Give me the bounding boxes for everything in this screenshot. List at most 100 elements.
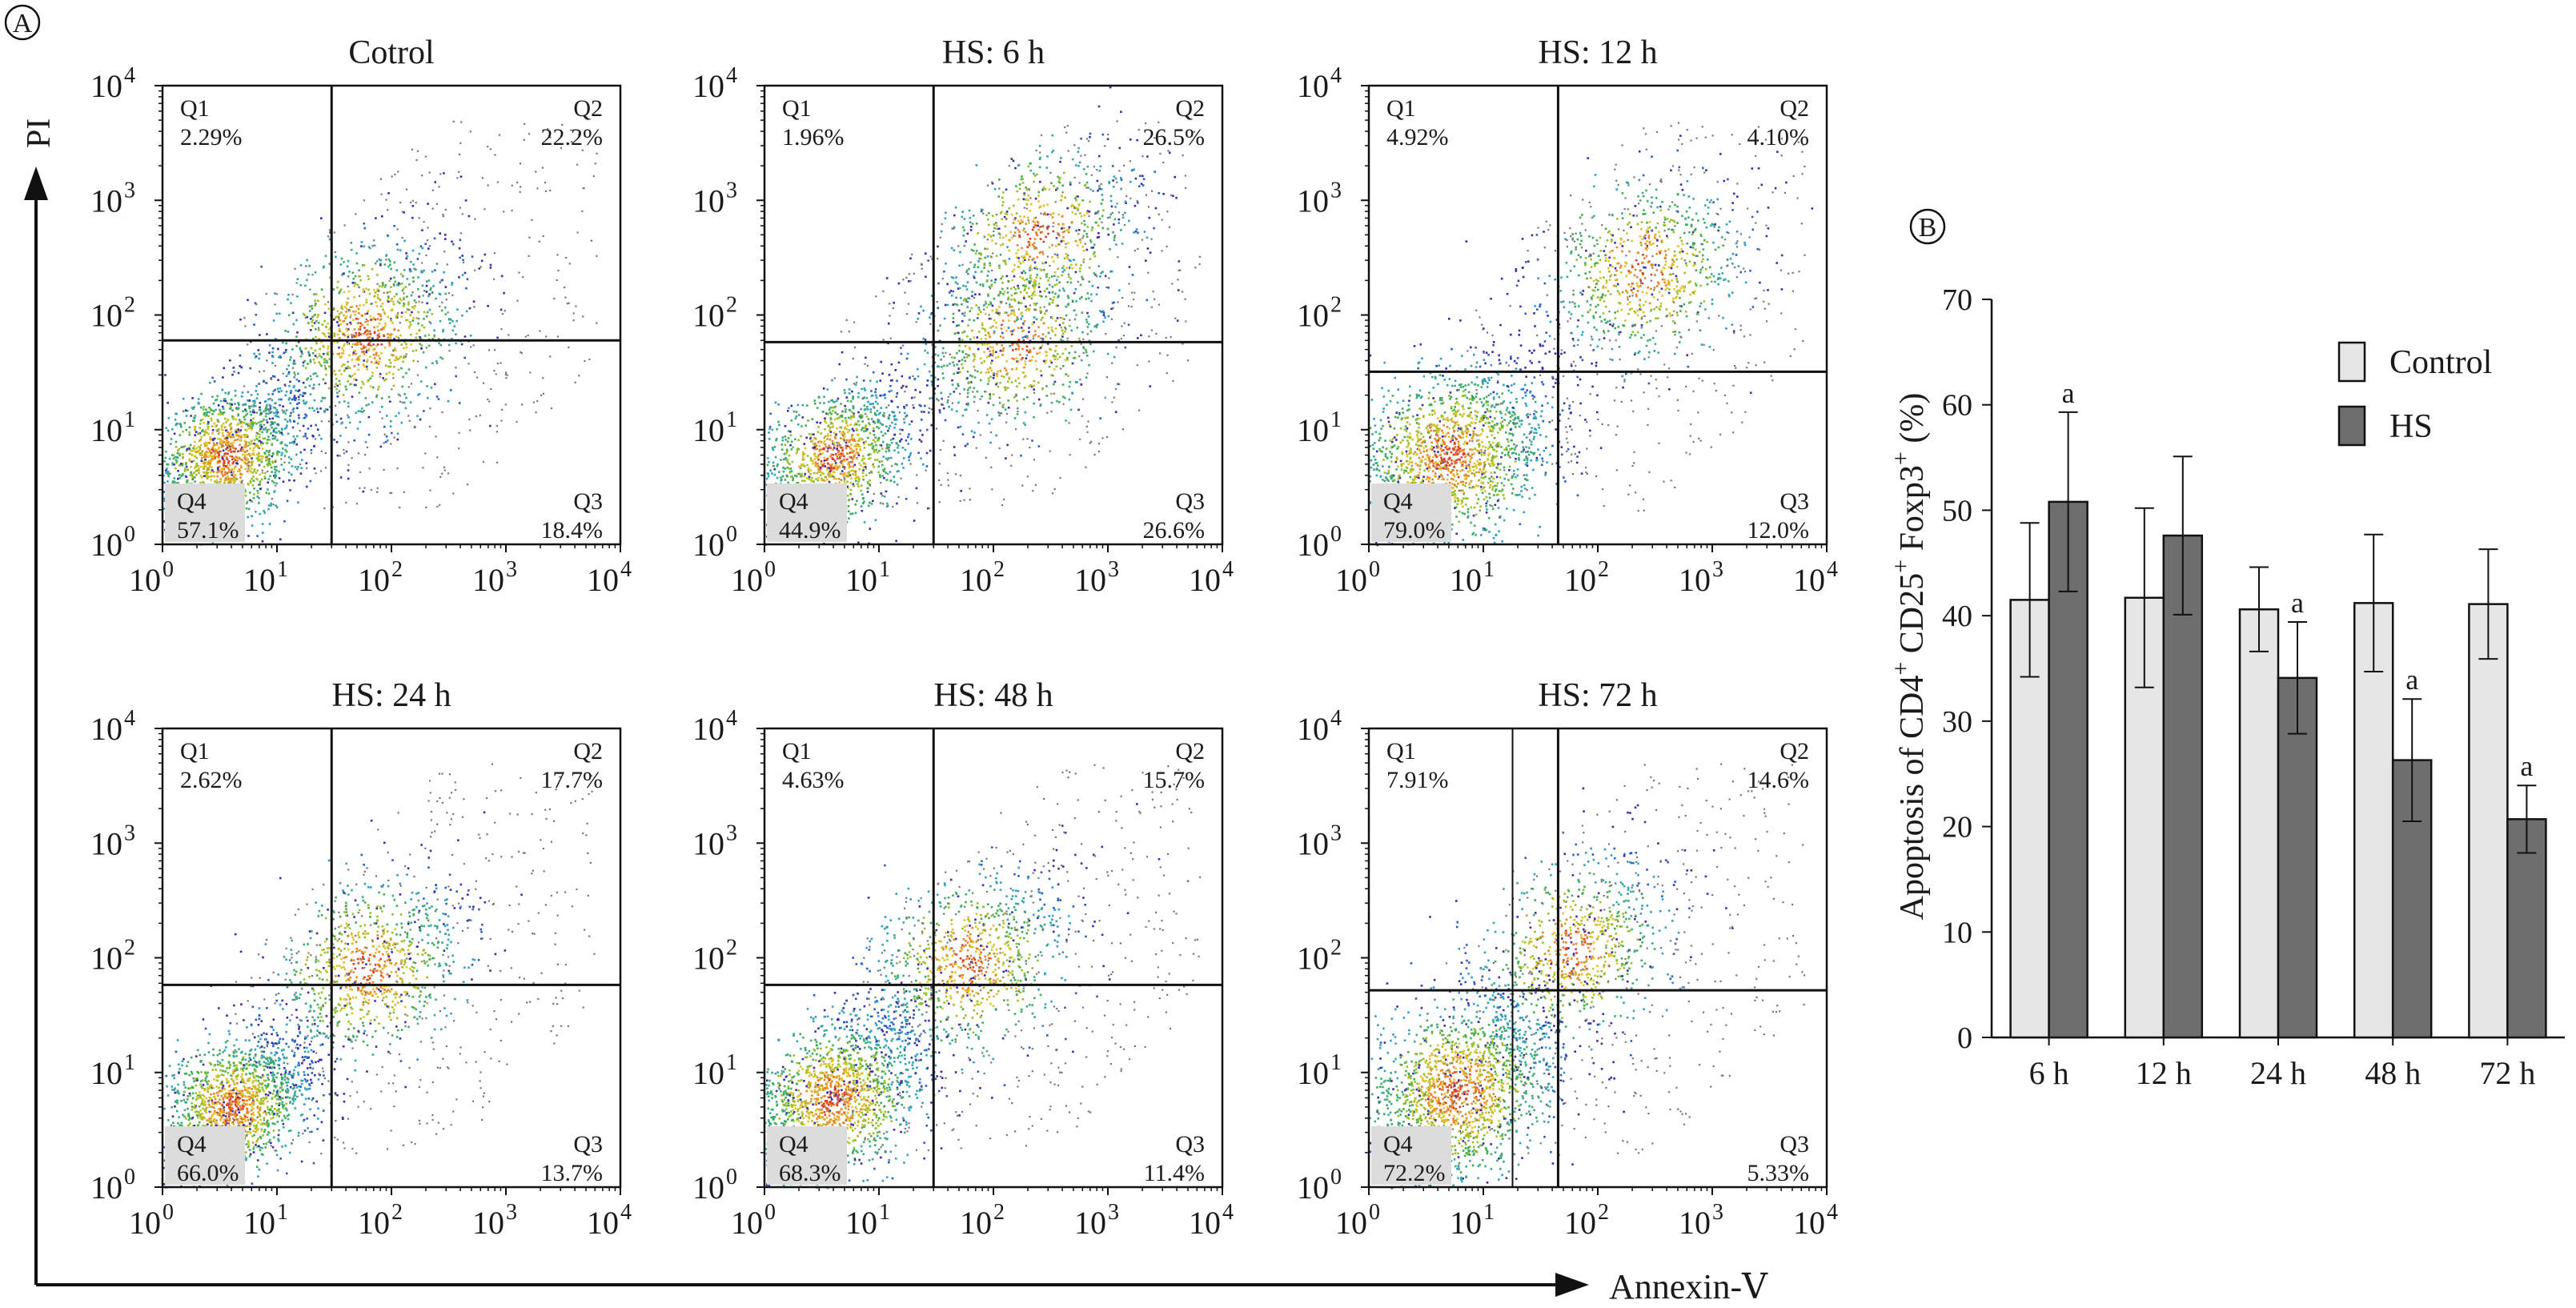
- flow-dot: [1013, 275, 1016, 278]
- flow-dot: [923, 411, 925, 413]
- flow-dot: [987, 401, 990, 404]
- flow-dot: [194, 428, 196, 431]
- flow-dot: [949, 393, 952, 395]
- flow-dot: [215, 450, 218, 452]
- flow-dot: [874, 394, 877, 397]
- flow-dot: [833, 459, 837, 462]
- flow-dot: [435, 297, 437, 300]
- flow-dot: [264, 382, 267, 384]
- flow-dot: [410, 201, 412, 204]
- flow-dot: [984, 334, 987, 336]
- flow-dot: [889, 439, 893, 441]
- flow-dot: [902, 467, 905, 469]
- flow-dot: [828, 480, 831, 483]
- flow-dot: [355, 334, 358, 337]
- flow-dot: [200, 406, 203, 409]
- flow-dot: [217, 447, 220, 450]
- flow-dot: [347, 290, 351, 293]
- flow-dot: [301, 352, 303, 355]
- flow-dot: [369, 315, 371, 318]
- flow-dot: [394, 280, 396, 283]
- flow-dot: [357, 318, 359, 320]
- flow-dot: [966, 335, 969, 338]
- flow-dot: [340, 365, 343, 367]
- flow-dot: [270, 502, 272, 505]
- flow-dot: [1032, 284, 1034, 287]
- flow-dot: [214, 447, 217, 451]
- flow-dot: [275, 473, 277, 476]
- flow-dot: [364, 320, 367, 323]
- flow-dot: [217, 456, 220, 459]
- flow-dot: [993, 319, 996, 322]
- flow-dot: [310, 424, 312, 427]
- flow-dot: [218, 470, 221, 473]
- flow-dot: [193, 417, 196, 419]
- flow-dot: [359, 333, 362, 335]
- flow-dot: [178, 447, 180, 451]
- flow-dot: [408, 283, 411, 286]
- flow-dot: [1029, 269, 1031, 271]
- flow-dot: [314, 438, 316, 440]
- flow-dot: [857, 476, 859, 479]
- flow-dot: [846, 399, 849, 403]
- flow-dot: [255, 313, 258, 316]
- flow-dot: [1067, 303, 1070, 305]
- flow-dot: [345, 315, 348, 318]
- flow-dot: [251, 427, 254, 429]
- flow-dot: [822, 442, 825, 445]
- flow-dot: [294, 438, 297, 440]
- flow-dot: [843, 389, 846, 391]
- flow-dot: [377, 297, 379, 300]
- flow-dot: [241, 459, 243, 461]
- flow-dots: [163, 120, 598, 546]
- flow-dot: [274, 402, 276, 404]
- flow-dot: [766, 463, 769, 467]
- flow-dot: [867, 400, 869, 403]
- flow-dot: [268, 403, 271, 407]
- flow-dot: [442, 330, 444, 333]
- flow-dot: [992, 376, 995, 379]
- flow-dot: [231, 373, 234, 376]
- flow-dot: [208, 406, 211, 409]
- flow-dot: [435, 360, 438, 363]
- flow-dot: [419, 380, 423, 383]
- flow-dot: [387, 336, 390, 339]
- flow-dot: [900, 352, 903, 355]
- flow-dot: [983, 327, 986, 331]
- flow-dot: [851, 434, 854, 436]
- flow-dot: [393, 436, 395, 439]
- flow-dot: [1065, 419, 1067, 422]
- flow-dot: [350, 323, 352, 325]
- flow-dot: [259, 334, 261, 336]
- flow-dot: [245, 435, 248, 438]
- flow-dot: [257, 445, 259, 447]
- flow-dot: [795, 415, 798, 418]
- flow-dot: [435, 263, 439, 265]
- flow-dot: [835, 467, 837, 470]
- flow-dot: [879, 502, 882, 504]
- flow-dot: [268, 351, 271, 354]
- flow-dot: [393, 366, 395, 368]
- flow-dot: [1086, 355, 1089, 357]
- flow-dot: [259, 427, 262, 431]
- flow-dot: [1061, 274, 1063, 277]
- flow-dot: [437, 398, 440, 400]
- flow-dot: [919, 391, 921, 394]
- flow-dot: [171, 454, 174, 456]
- flow-dot: [1016, 399, 1018, 403]
- flow-dot: [199, 443, 203, 447]
- flow-dot: [1137, 337, 1139, 339]
- flow-dot: [291, 367, 295, 369]
- flow-dot: [283, 461, 286, 463]
- flow-dot: [320, 355, 323, 359]
- flow-dot: [1117, 218, 1121, 221]
- flow-dot: [207, 459, 211, 462]
- flow-dot: [274, 292, 276, 295]
- flow-dot: [972, 435, 975, 439]
- flow-dot: [908, 280, 910, 283]
- flow-dot: [813, 442, 817, 445]
- flow-dot: [387, 258, 391, 261]
- flow-dot: [411, 148, 414, 150]
- flow-dot: [361, 407, 363, 410]
- flow-dot: [413, 299, 416, 302]
